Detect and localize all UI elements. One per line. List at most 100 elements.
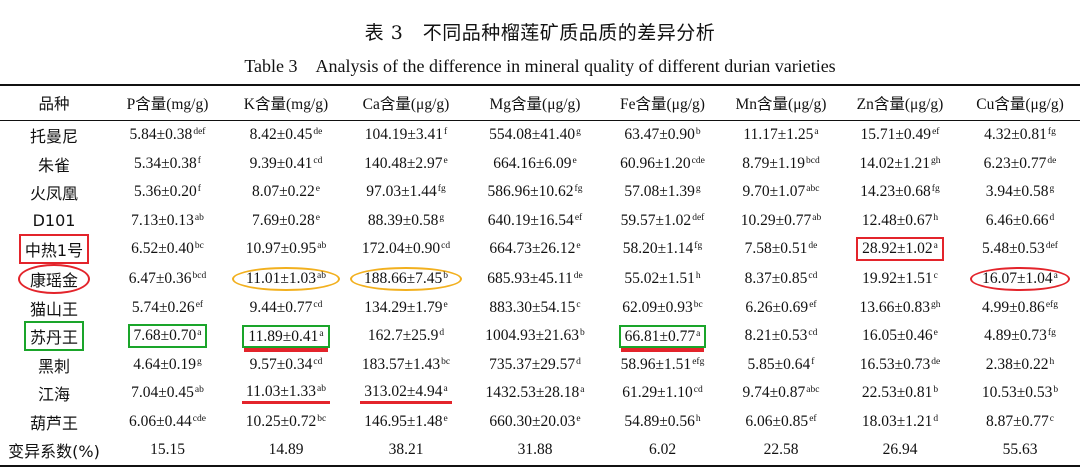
value-cell: 88.39±0.58g [345, 207, 467, 236]
value: 1432.53±28.18a [482, 383, 589, 403]
value-cell: 1004.93±21.63b [467, 322, 603, 351]
value-cell: 62.09±0.93bc [603, 294, 722, 323]
value: 6.46±0.66d [982, 211, 1059, 231]
significance-letter: e [576, 241, 581, 252]
value: 7.69±0.28e [248, 211, 324, 231]
value: 2.38±0.22h [982, 355, 1059, 375]
variety-name: 江海 [37, 385, 70, 405]
value-cell: 5.36±0.20f [108, 178, 227, 207]
variety-name-cell: 葫芦王 [0, 408, 108, 437]
value-cell: 735.37±29.57d [467, 351, 603, 380]
value: 97.03±1.44fg [362, 182, 449, 202]
value-cell: 146.95±1.48e [345, 408, 467, 437]
significance-letter: a [580, 385, 585, 396]
significance-letter: cd [313, 356, 323, 367]
significance-letter: bc [317, 413, 327, 424]
value: 5.48±0.53def [978, 239, 1062, 259]
significance-letter: ef [932, 127, 940, 138]
significance-letter: f [444, 127, 448, 138]
significance-letter: efg [692, 356, 705, 367]
significance-letter: bc [693, 299, 703, 310]
mean-sd-value: 19.92±1.51 [862, 269, 933, 287]
significance-letter: bc [194, 241, 204, 252]
value-cell: 172.04±0.90cd [345, 235, 467, 264]
mean-sd-value: 8.79±1.19 [742, 154, 806, 172]
value-cell: 6.47±0.36bcd [108, 264, 227, 294]
significance-letter: e [933, 328, 938, 339]
variety-name: D101 [32, 211, 76, 231]
mean-sd-value: 140.48±2.97 [364, 154, 443, 172]
highlighted-value: 188.66±7.45b [349, 266, 462, 291]
variety-name-cell: 中热1号 [0, 234, 108, 265]
significance-letter: g [197, 356, 202, 367]
value-cell: 58.96±1.51efg [603, 351, 722, 380]
value-cell: 664.16±6.09e [467, 150, 603, 179]
value: 14.02±1.21gh [855, 154, 944, 174]
column-header: Fe含量(μg/g) [620, 96, 705, 113]
significance-letter: gh [931, 155, 941, 166]
mean-sd-value: 59.57±1.02 [620, 211, 692, 229]
significance-letter: g [576, 127, 581, 138]
value: 6.26±0.69ef [741, 298, 820, 318]
significance-letter: ab [194, 212, 204, 223]
mean-sd-value: 6.52±0.40 [131, 240, 194, 258]
mean-sd-value: 640.19±16.54 [487, 211, 574, 229]
value-cell: 5.84±0.38def [108, 121, 227, 150]
mean-sd-value: 88.39±0.58 [367, 211, 439, 229]
significance-letter: e [443, 155, 448, 166]
mean-sd-value: 313.02±4.94 [364, 383, 443, 401]
significance-letter: gh [931, 299, 941, 310]
mean-sd-value: 7.04±0.45 [131, 384, 194, 402]
value: 140.48±2.97e [360, 154, 451, 174]
value: 4.64±0.19g [129, 355, 206, 375]
mean-sd-value: 5.48±0.53 [982, 240, 1045, 258]
significance-letter: fg [574, 184, 583, 195]
table-row: 猫山王 5.74±0.26ef 9.44±0.77cd 134.29±1.79e 883… [0, 294, 1080, 323]
significance-letter: cd [808, 270, 818, 281]
mean-sd-value: 5.74±0.26 [131, 298, 195, 316]
mean-sd-value: 10.25±0.72 [245, 412, 317, 430]
mean-sd-value: 14.23±0.68 [860, 183, 931, 201]
mean-sd-value: 4.99±0.86 [982, 298, 1045, 316]
value-cell: 11.89±0.41a [227, 322, 345, 351]
value-cell: 11.01±1.03ab [227, 264, 345, 294]
value: 8.79±1.19bcd [738, 154, 823, 174]
value: 664.16±6.09e [489, 154, 580, 174]
value-cell: 63.47±0.90b [603, 121, 722, 150]
significance-letter: f [811, 356, 815, 367]
mean-sd-value: 16.53±0.73 [859, 355, 931, 373]
significance-letter: de [808, 241, 818, 252]
value-cell: 9.44±0.77cd [227, 294, 345, 323]
value: 55.63 [999, 440, 1042, 460]
mean-sd-value: 62.09±0.93 [622, 298, 693, 316]
value: 7.58±0.51de [741, 239, 822, 259]
value: 5.74±0.26ef [128, 298, 207, 318]
mean-sd-value: 6.06±0.44 [129, 412, 192, 430]
value: 4.89±0.73fg [980, 326, 1060, 346]
variety-name-cell: 火凤凰 [0, 178, 108, 207]
value: 685.93±45.11de [483, 269, 586, 289]
significance-letter: cd [441, 241, 451, 252]
highlighted-value: 28.92±1.02a [856, 237, 944, 262]
significance-letter: def [692, 212, 705, 223]
column-header: Mg含量(μg/g) [489, 96, 581, 113]
variety-name-cell: 猫山王 [0, 294, 108, 323]
significance-letter: c [1049, 413, 1054, 424]
significance-letter: abc [806, 385, 820, 396]
variety-name-cell: D101 [0, 207, 108, 236]
mean-sd-value: 183.57±1.43 [361, 355, 441, 373]
value: 7.04±0.45ab [127, 383, 208, 403]
significance-letter: g [1049, 184, 1055, 195]
significance-letter: f [197, 155, 201, 166]
significance-letter: ab [316, 384, 326, 395]
mean-sd-value: 6.26±0.69 [745, 298, 809, 316]
value: 660.30±20.03e [485, 412, 584, 432]
mean-sd-value: 735.37±29.57 [489, 355, 576, 373]
significance-letter: def [1045, 241, 1058, 252]
mean-sd-value: 61.29±1.10 [622, 384, 693, 402]
mean-sd-value: 10.29±0.77 [740, 211, 812, 229]
significance-letter: g [439, 212, 445, 223]
mean-sd-value: 586.96±10.62 [487, 183, 574, 201]
value-cell: 8.07±0.22e [227, 178, 345, 207]
value: 6.47±0.36bcd [125, 269, 210, 289]
